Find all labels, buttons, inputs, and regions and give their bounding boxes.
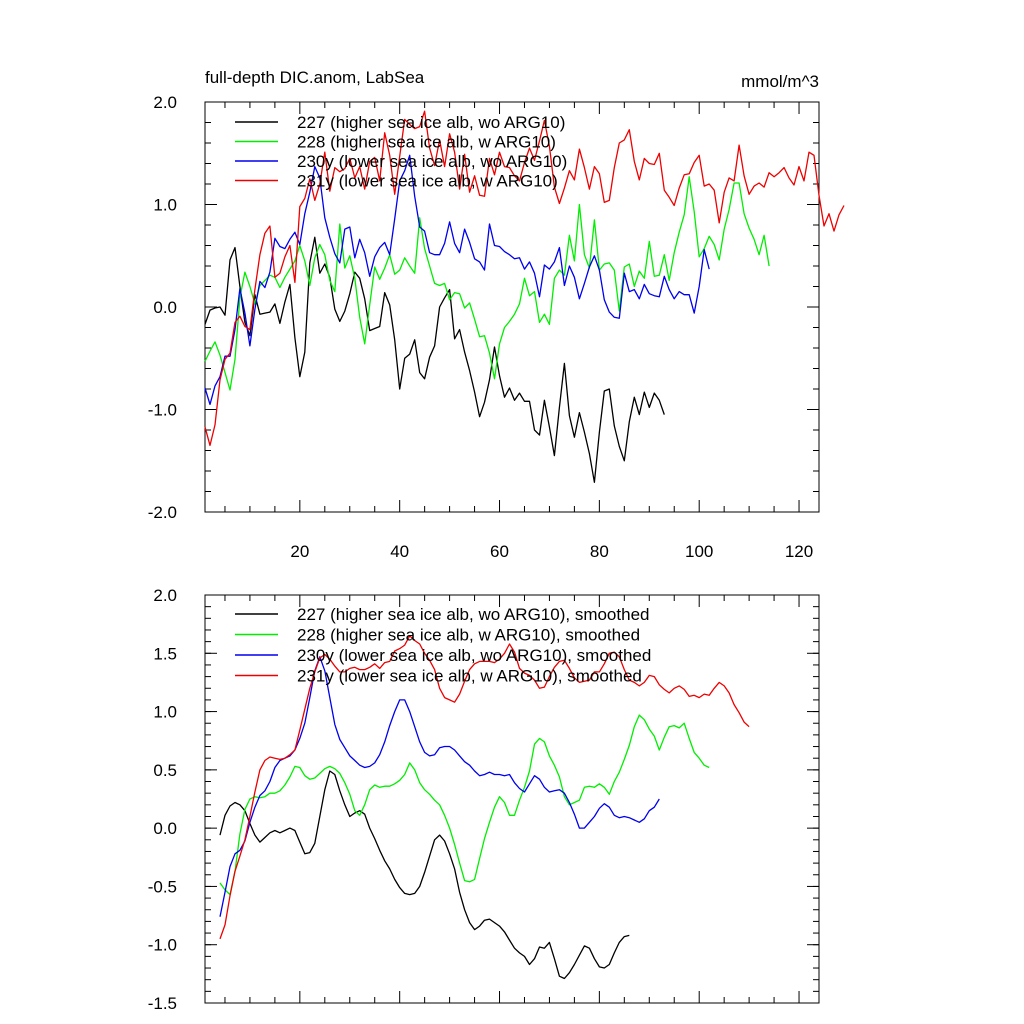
top-y-tick-label: 2.0: [153, 93, 177, 112]
top-y-tick-label: 0.0: [153, 298, 177, 317]
bottom-series-line-1: [219, 714, 710, 896]
top-series-line-3: [204, 110, 845, 447]
bottom-series-lines: [219, 635, 750, 980]
bottom-y-tick-label: 1.5: [153, 644, 177, 663]
bottom-legend-label-3: 231y (lower sea ice alb, w ARG10), smoot…: [297, 667, 642, 686]
bottom-series-line-0: [219, 770, 630, 980]
bottom-panel: -1.5 -1.0 -0.5 0.0 0.5 1.0 1.5 2.0 227 (higher …: [148, 586, 820, 1013]
top-x-tick-label: 100: [685, 542, 713, 561]
bottom-y-tick-label: 2.0: [153, 586, 177, 605]
bottom-y-tick-label: 0.0: [153, 819, 177, 838]
top-y-tick-label: -2.0: [148, 503, 177, 522]
bottom-series-line-3: [219, 635, 750, 940]
bottom-y-tick-label: 0.5: [153, 761, 177, 780]
top-legend-label-0: 227 (higher sea ice alb, wo ARG10): [297, 113, 565, 132]
top-chart-title: full-depth DIC.anom, LabSea: [205, 68, 425, 87]
top-legend-label-2: 230y (lower sea ice alb, wo ARG10): [297, 152, 567, 171]
top-series-line-1: [204, 176, 770, 391]
top-series-lines: [204, 110, 845, 483]
top-legend-label-3: 231y (lower sea ice alb, w ARG10): [297, 172, 558, 191]
bottom-y-tick-label: -0.5: [148, 877, 177, 896]
top-panel: full-depth DIC.anom, LabSea mmol/m^3 -2.…: [148, 68, 845, 561]
top-y-tick-label: 1.0: [153, 196, 177, 215]
bottom-y-tick-label: -1.5: [148, 994, 177, 1013]
bottom-legend-label-0: 227 (higher sea ice alb, wo ARG10), smoo…: [297, 605, 649, 624]
top-x-axis: 20 40 60 80 100 120: [224, 102, 813, 561]
bottom-y-tick-label: -1.0: [148, 936, 177, 955]
bottom-y-axis: -1.5 -1.0 -0.5 0.0 0.5 1.0 1.5 2.0: [148, 586, 819, 1013]
top-y-axis: -2.0 -1.0 0.0 1.0 2.0: [148, 93, 819, 522]
bottom-x-axis: [224, 595, 800, 1003]
top-y-tick-label: -1.0: [148, 401, 177, 420]
top-legend: 227 (higher sea ice alb, wo ARG10)228 (h…: [235, 113, 567, 191]
bottom-legend-label-1: 228 (higher sea ice alb, w ARG10), smoot…: [297, 626, 640, 645]
top-legend-label-1: 228 (higher sea ice alb, w ARG10): [297, 133, 556, 152]
top-x-tick-label: 60: [490, 542, 509, 561]
top-x-tick-label: 40: [390, 542, 409, 561]
top-x-tick-label: 80: [590, 542, 609, 561]
bottom-legend-label-2: 230y (lower sea ice alb, wo ARG10), smoo…: [297, 646, 651, 665]
top-x-tick-label: 120: [785, 542, 813, 561]
bottom-plot-frame: [204, 594, 820, 1004]
bottom-y-tick-label: 1.0: [153, 703, 177, 722]
top-series-line-2: [204, 154, 710, 406]
bottom-legend: 227 (higher sea ice alb, wo ARG10), smoo…: [235, 605, 651, 686]
top-x-tick-label: 20: [290, 542, 309, 561]
top-chart-units: mmol/m^3: [741, 72, 819, 91]
top-series-line-0: [204, 236, 665, 483]
